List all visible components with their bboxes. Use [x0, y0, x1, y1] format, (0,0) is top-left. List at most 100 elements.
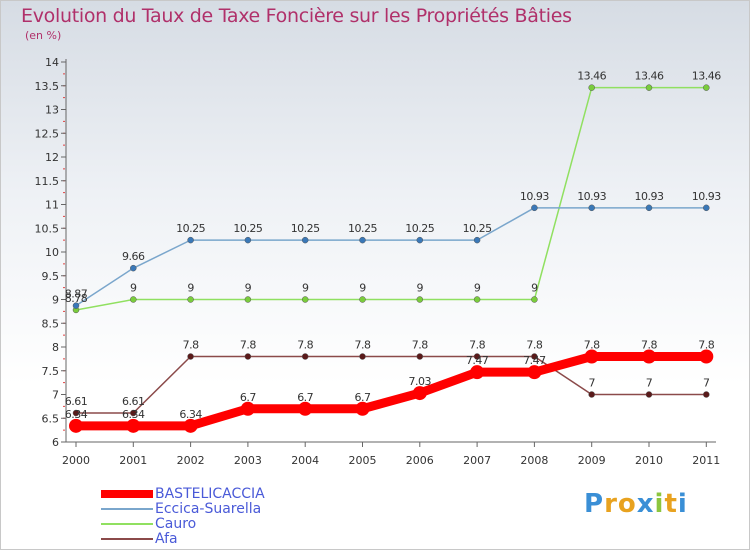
data-point-bastelicaccia	[642, 349, 656, 364]
data-label-bastelicaccia: 6.34	[122, 408, 145, 421]
y-tick-label: 6.5	[42, 412, 60, 425]
data-label-bastelicaccia: 6.7	[240, 391, 256, 404]
data-point-bastelicaccia	[240, 401, 255, 416]
data-point-eccica-suarella	[416, 236, 424, 244]
y-tick-label: 10.5	[35, 222, 60, 235]
chart-title: Evolution du Taux de Taxe Foncière sur l…	[21, 5, 572, 27]
y-tick-label: 8	[52, 341, 59, 354]
x-tick-label: 2005	[349, 454, 377, 467]
data-label-bastelicaccia: 6.34	[179, 408, 202, 421]
legend-item-bastelicaccia[interactable]: BASTELICACCIA	[101, 486, 265, 502]
data-label-bastelicaccia: 6.7	[297, 391, 313, 404]
y-tick-label: 9	[52, 294, 59, 307]
legend-item-cauro[interactable]: Cauro	[101, 516, 196, 532]
logo-letter: o	[617, 489, 637, 519]
data-point-cauro	[645, 84, 653, 91]
data-point-cauro	[244, 296, 252, 303]
data-point-eccica-suarella	[72, 302, 80, 309]
legend-swatch-afa	[101, 538, 153, 540]
data-label-eccica-suarella: 10.25	[291, 222, 320, 235]
data-point-eccica-suarella	[187, 236, 194, 244]
data-point-cauro	[301, 296, 309, 303]
x-tick-label: 2000	[62, 454, 90, 467]
data-point-afa	[72, 409, 80, 417]
data-point-bastelicaccia	[355, 401, 370, 416]
legend-label-cauro: Cauro	[155, 516, 197, 532]
y-tick-label: 10	[45, 246, 59, 259]
data-point-cauro	[130, 296, 137, 303]
x-tick-label: 2006	[406, 454, 434, 467]
data-point-cauro	[416, 296, 424, 303]
data-point-eccica-suarella	[531, 204, 538, 212]
data-point-eccica-suarella	[588, 204, 595, 212]
data-point-eccica-suarella	[301, 236, 309, 244]
data-label-eccica-suarella: 10.25	[463, 222, 492, 235]
data-label-cauro: 13.46	[577, 70, 606, 83]
x-tick-label: 2007	[463, 454, 491, 467]
y-tick-label: 6	[52, 436, 59, 449]
data-label-eccica-suarella: 10.25	[233, 222, 262, 235]
data-point-cauro	[187, 296, 194, 303]
logo-letter: r	[604, 489, 618, 519]
data-point-afa	[703, 391, 710, 398]
data-point-eccica-suarella	[244, 236, 252, 244]
y-tick-label: 13.5	[35, 80, 60, 93]
series-line-eccica-suarella	[75, 207, 708, 307]
data-label-afa: 7.8	[240, 339, 256, 352]
data-point-afa	[359, 353, 366, 360]
data-label-cauro: 9	[531, 282, 538, 295]
legend-item-eccica-suarella[interactable]: Eccica-Suarella	[101, 501, 261, 517]
data-label-afa: 7.8	[526, 339, 542, 352]
data-point-bastelicaccia	[298, 401, 313, 416]
data-point-afa	[301, 353, 309, 360]
data-point-bastelicaccia	[470, 365, 485, 380]
data-label-eccica-suarella: 10.25	[176, 222, 205, 235]
x-tick-label: 2008	[520, 454, 548, 467]
logo-letter: P	[584, 489, 605, 519]
data-label-bastelicaccia: 7.47	[523, 354, 546, 367]
data-label-eccica-suarella: 10.93	[520, 190, 549, 203]
series-line-bastelicaccia	[71, 352, 711, 431]
x-tick-label: 2001	[119, 454, 147, 467]
data-label-bastelicaccia: 7.8	[584, 339, 600, 352]
unit-label: (en %)	[25, 29, 62, 42]
data-label-afa: 7.8	[183, 339, 199, 352]
data-point-cauro	[531, 296, 538, 303]
logo-letter: i	[654, 489, 665, 519]
data-point-afa	[187, 353, 194, 360]
x-tick-label: 2009	[578, 454, 606, 467]
x-tick-label: 2002	[177, 454, 205, 467]
data-point-cauro	[359, 296, 366, 303]
data-label-afa: 7	[646, 377, 653, 390]
data-point-afa	[645, 391, 653, 398]
data-label-bastelicaccia: 7.8	[698, 339, 714, 352]
series-line-afa	[75, 355, 708, 414]
data-label-eccica-suarella: 10.25	[348, 222, 377, 235]
data-label-cauro: 9	[474, 282, 481, 295]
data-label-afa: 7.8	[469, 339, 485, 352]
logo-letter: i	[677, 489, 688, 519]
data-label-eccica-suarella: 10.93	[635, 190, 664, 203]
legend-swatch-cauro	[101, 523, 153, 525]
y-tick-label: 9.5	[42, 270, 60, 283]
data-label-cauro: 9	[187, 282, 194, 295]
data-point-eccica-suarella	[130, 264, 137, 272]
x-tick-label: 2003	[234, 454, 262, 467]
data-label-bastelicaccia: 7.03	[409, 375, 432, 388]
data-point-afa	[416, 353, 424, 360]
proxiti-logo: Proxiti	[584, 489, 688, 519]
data-point-cauro	[473, 296, 481, 303]
data-point-afa	[473, 353, 481, 360]
y-tick-label: 12	[45, 151, 59, 164]
data-point-eccica-suarella	[645, 204, 653, 212]
data-label-cauro: 9	[245, 282, 252, 295]
data-label-cauro: 9	[130, 282, 137, 295]
legend-item-afa[interactable]: Afa	[101, 531, 178, 547]
data-label-bastelicaccia: 7.8	[641, 339, 657, 352]
y-tick-label: 14	[45, 56, 59, 69]
logo-letter: x	[636, 489, 655, 519]
data-point-eccica-suarella	[359, 236, 366, 244]
data-label-cauro: 9	[302, 282, 309, 295]
logo-letter: t	[664, 489, 678, 519]
